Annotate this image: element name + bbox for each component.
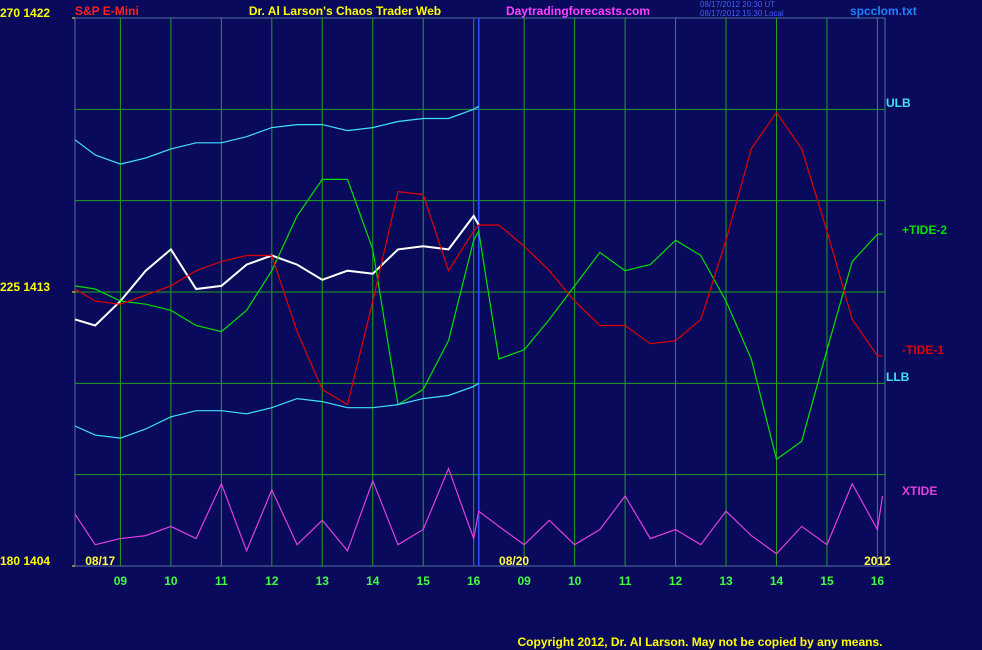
x-tick-label: 13 bbox=[719, 574, 733, 588]
x-tick-label: 16 bbox=[871, 574, 885, 588]
x-tick-label: 11 bbox=[619, 574, 632, 588]
x-tick-label: 12 bbox=[265, 574, 279, 588]
x-tick-label: 15 bbox=[820, 574, 834, 588]
x-tick-label: 09 bbox=[114, 574, 128, 588]
x-tick-label: 15 bbox=[417, 574, 431, 588]
date-label: 08/20 bbox=[499, 554, 529, 568]
series-label: ULB bbox=[886, 96, 911, 110]
x-tick-label: 09 bbox=[517, 574, 531, 588]
series-label: LLB bbox=[886, 370, 910, 384]
copyright: Copyright 2012, Dr. Al Larson. May not b… bbox=[518, 635, 883, 649]
x-tick-label: 10 bbox=[568, 574, 582, 588]
y-tick-label: 180 1404 bbox=[0, 554, 50, 568]
series-line bbox=[74, 105, 480, 165]
x-tick-label: 10 bbox=[164, 574, 178, 588]
y-tick-label: 225 1413 bbox=[0, 280, 50, 294]
series-label: -TIDE-1 bbox=[902, 343, 944, 357]
series-line bbox=[74, 178, 883, 461]
x-tick-label: 16 bbox=[467, 574, 481, 588]
date-label: 08/17 bbox=[85, 554, 115, 568]
x-tick-label: 14 bbox=[366, 574, 380, 588]
x-tick-label: 13 bbox=[316, 574, 330, 588]
x-tick-label: 11 bbox=[215, 574, 228, 588]
series-label: XTIDE bbox=[902, 484, 937, 498]
x-tick-label: 14 bbox=[770, 574, 784, 588]
y-tick-label: 270 1422 bbox=[0, 6, 50, 20]
timestamp: 08/17/2012 15:30 Local bbox=[700, 9, 784, 18]
file-name: spcclom.txt bbox=[850, 4, 917, 18]
series-line bbox=[74, 382, 480, 439]
chart-title: Dr. Al Larson's Chaos Trader Web bbox=[249, 4, 441, 18]
chart-subtitle: Daytradingforecasts.com bbox=[506, 4, 650, 18]
series-line bbox=[74, 466, 884, 555]
series-label: +TIDE-2 bbox=[902, 223, 947, 237]
timestamp: 08/17/2012 20:30 UT bbox=[700, 0, 775, 9]
date-label: 2012 bbox=[864, 554, 891, 568]
series-line bbox=[74, 111, 883, 406]
series-title: S&P E-Mini bbox=[75, 4, 139, 18]
x-tick-label: 12 bbox=[669, 574, 683, 588]
series-line bbox=[74, 214, 480, 327]
